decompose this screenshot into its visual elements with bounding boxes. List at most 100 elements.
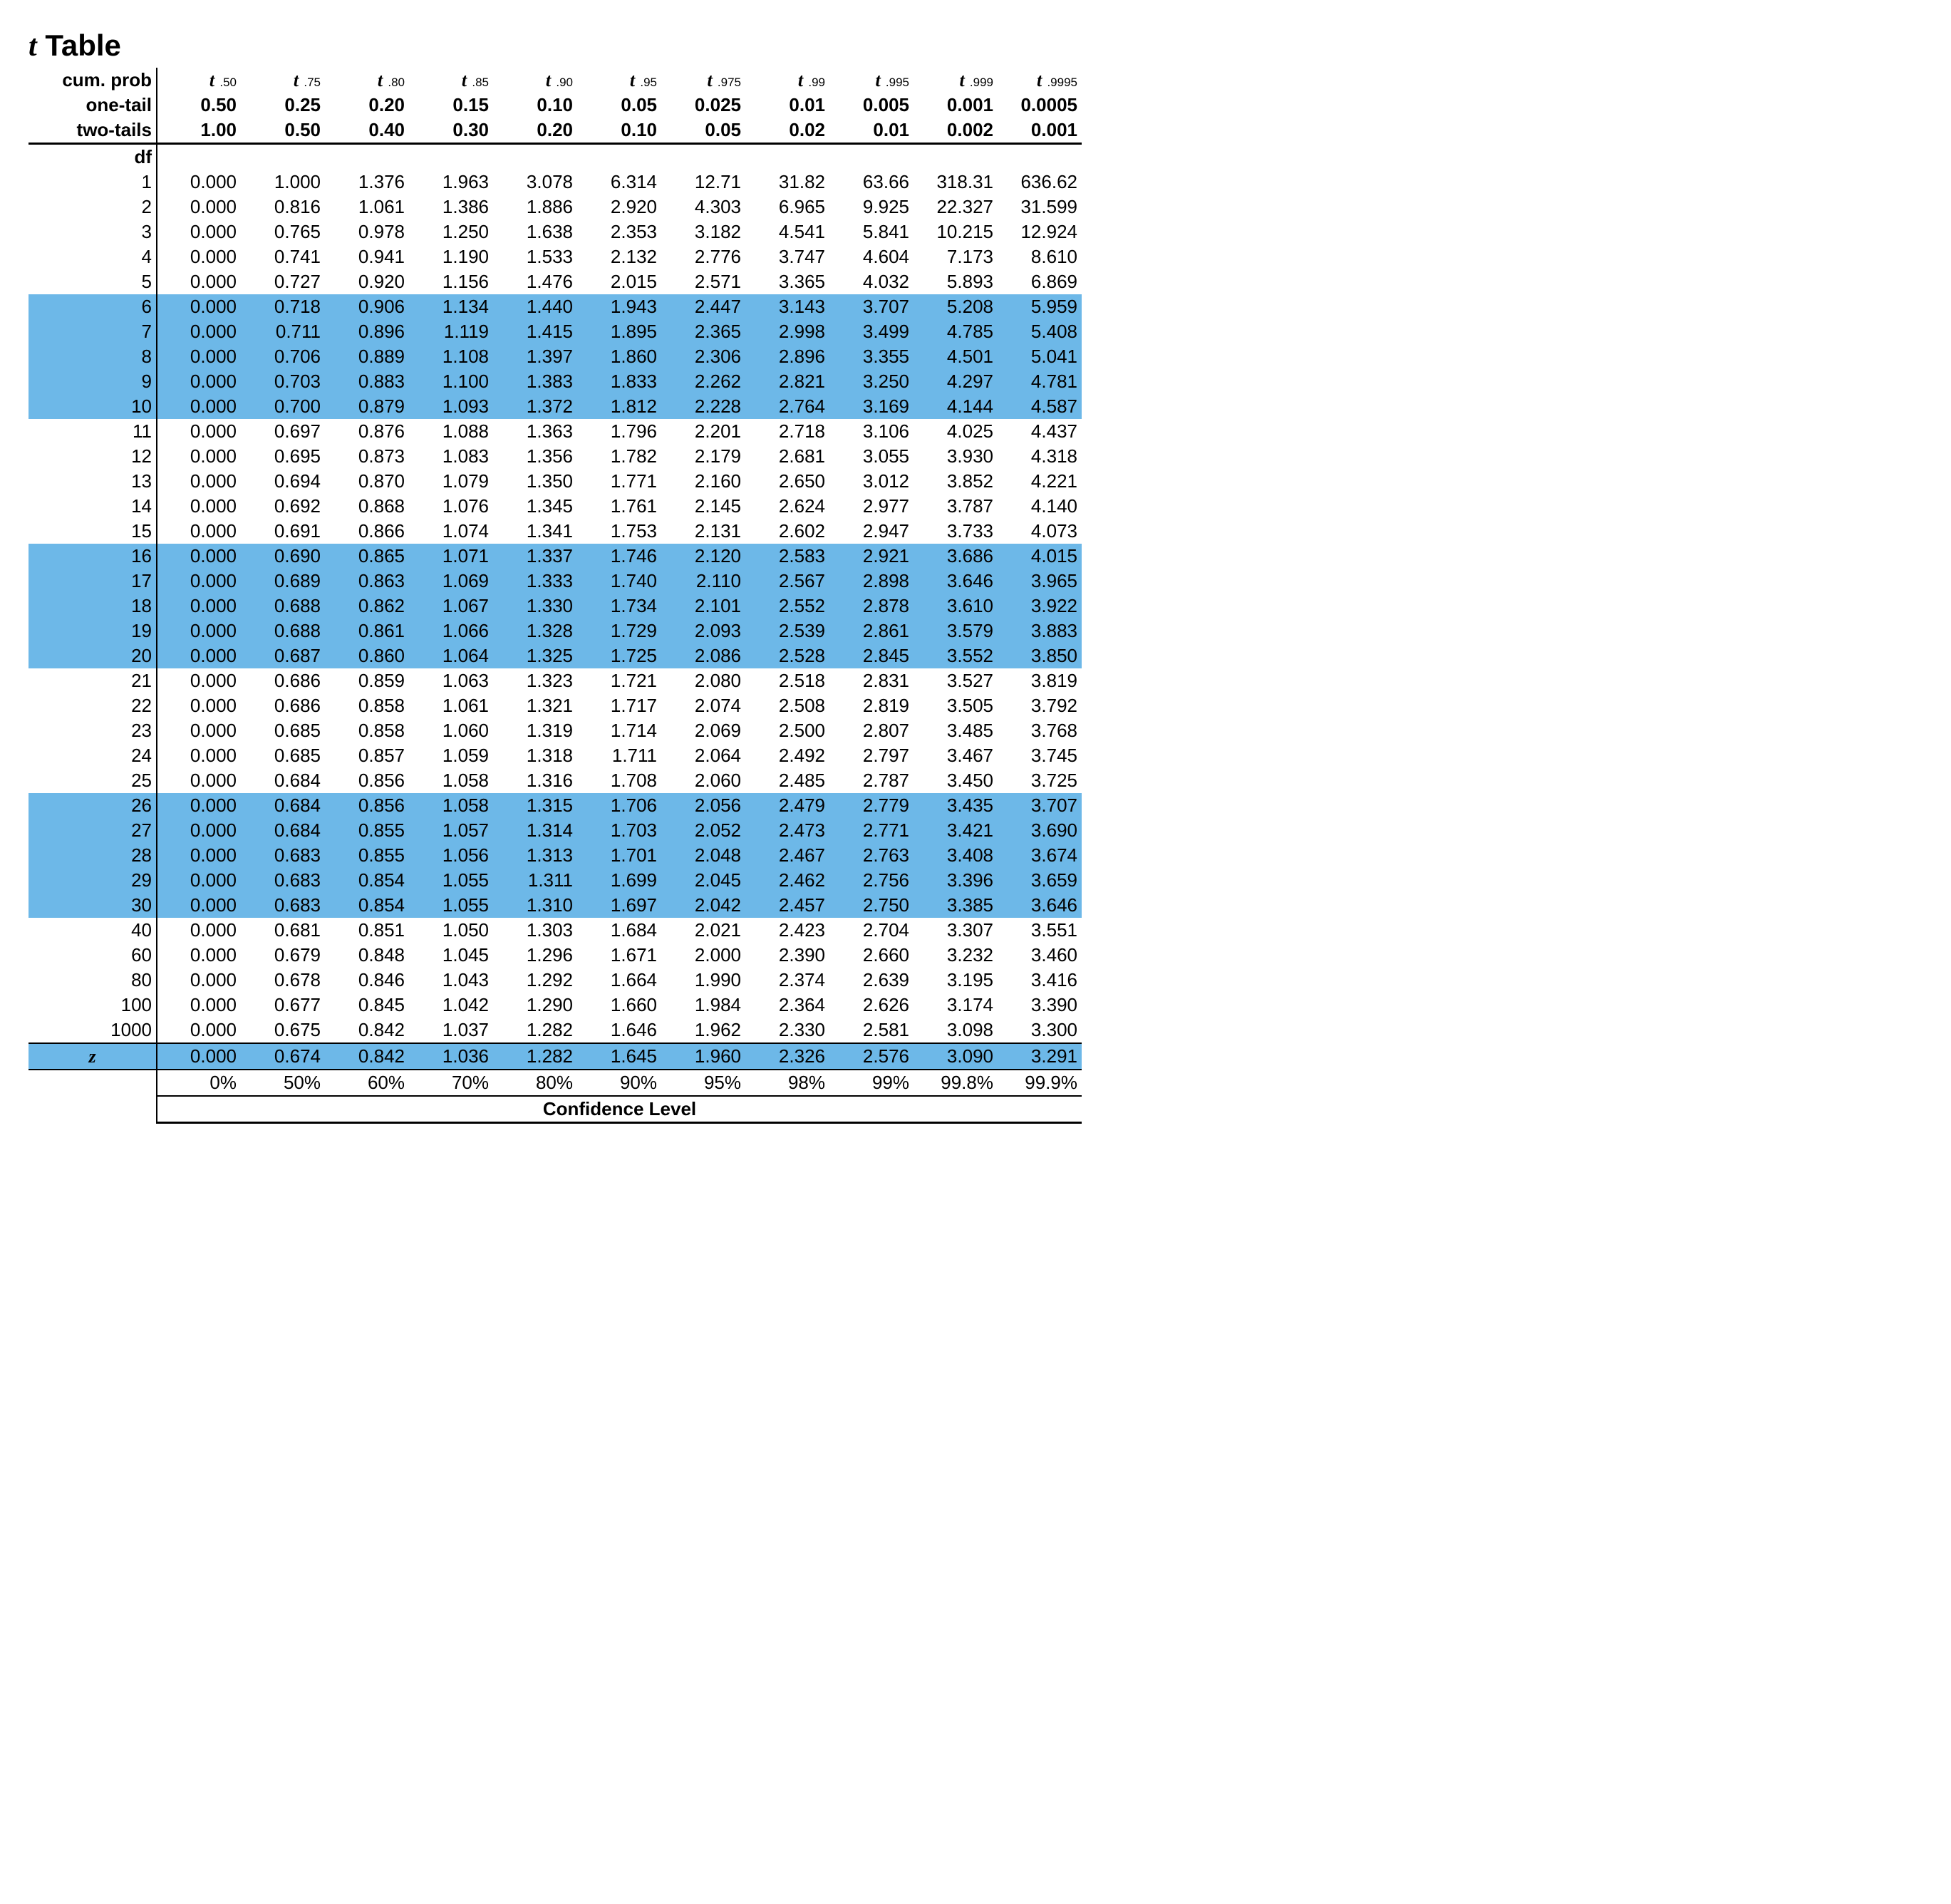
- t-header: t .90: [493, 68, 577, 93]
- table-row: 60.0000.7180.9061.1341.4401.9432.4473.14…: [29, 294, 1082, 319]
- empty-cell: [577, 144, 661, 170]
- t-value: 2.998: [745, 319, 829, 344]
- table-row: 100.0000.7000.8791.0931.3721.8122.2282.7…: [29, 394, 1082, 419]
- t-value: 2.201: [661, 419, 745, 444]
- confidence-pct: 99.9%: [998, 1070, 1082, 1096]
- t-value: 3.725: [998, 768, 1082, 793]
- t-value: 2.528: [745, 643, 829, 668]
- t-value: 2.365: [661, 319, 745, 344]
- t-value: 1.319: [493, 718, 577, 743]
- t-value: 0.000: [157, 244, 241, 269]
- t-value: 2.021: [661, 918, 745, 943]
- table-row: 220.0000.6860.8581.0611.3211.7172.0742.5…: [29, 693, 1082, 718]
- t-value: 0.883: [325, 369, 409, 394]
- one-tail-value: 0.005: [829, 93, 914, 118]
- two-tails-value: 0.20: [493, 118, 577, 144]
- t-value: 1.059: [409, 743, 493, 768]
- t-value: 1.282: [493, 1018, 577, 1043]
- t-value: 3.690: [998, 818, 1082, 843]
- t-value: 3.505: [914, 693, 998, 718]
- t-value: 1.296: [493, 943, 577, 968]
- t-value: 2.681: [745, 444, 829, 469]
- t-value: 0.868: [325, 494, 409, 519]
- table-row: 150.0000.6910.8661.0741.3411.7532.1312.6…: [29, 519, 1082, 544]
- t-value: 2.776: [661, 244, 745, 269]
- t-value: 1.708: [577, 768, 661, 793]
- t-value: 0.000: [157, 843, 241, 868]
- t-value: 0.679: [241, 943, 325, 968]
- t-value: 1.397: [493, 344, 577, 369]
- df-value: 100: [29, 993, 157, 1018]
- t-value: 0.688: [241, 619, 325, 643]
- t-value: 2.500: [745, 718, 829, 743]
- t-value: 0.686: [241, 668, 325, 693]
- empty-cell: [493, 144, 577, 170]
- two-tails-value: 0.40: [325, 118, 409, 144]
- t-value: 1.330: [493, 594, 577, 619]
- confidence-pct: 80%: [493, 1070, 577, 1096]
- one-tail-value: 0.01: [745, 93, 829, 118]
- t-header: t .95: [577, 68, 661, 93]
- t-value: 2.179: [661, 444, 745, 469]
- table-row: 10.0001.0001.3761.9633.0786.31412.7131.8…: [29, 170, 1082, 195]
- t-value: 0.000: [157, 219, 241, 244]
- t-value: 1.962: [661, 1018, 745, 1043]
- t-value: 0.000: [157, 294, 241, 319]
- one-tail-value: 0.15: [409, 93, 493, 118]
- t-value: 1.699: [577, 868, 661, 893]
- one-tail-value: 0.0005: [998, 93, 1082, 118]
- t-value: 1.067: [409, 594, 493, 619]
- t-value: 2.160: [661, 469, 745, 494]
- df-value: 80: [29, 968, 157, 993]
- t-value: 0.690: [241, 544, 325, 569]
- t-value: 3.232: [914, 943, 998, 968]
- t-value: 3.551: [998, 918, 1082, 943]
- table-row: 120.0000.6950.8731.0831.3561.7822.1792.6…: [29, 444, 1082, 469]
- t-value: 0.694: [241, 469, 325, 494]
- t-value: 2.787: [829, 768, 914, 793]
- df-value: 1: [29, 170, 157, 195]
- t-value: 2.042: [661, 893, 745, 918]
- table-row: 290.0000.6830.8541.0551.3111.6992.0452.4…: [29, 868, 1082, 893]
- t-value: 1.697: [577, 893, 661, 918]
- t-value: 1.042: [409, 993, 493, 1018]
- empty-cell: [745, 144, 829, 170]
- t-value: 1.729: [577, 619, 661, 643]
- t-value: 2.571: [661, 269, 745, 294]
- z-value: 1.036: [409, 1043, 493, 1070]
- df-value: 1000: [29, 1018, 157, 1043]
- t-value: 1.321: [493, 693, 577, 718]
- t-value: 0.856: [325, 793, 409, 818]
- t-value: 2.756: [829, 868, 914, 893]
- t-value: 6.314: [577, 170, 661, 195]
- t-value: 1.074: [409, 519, 493, 544]
- t-value: 2.650: [745, 469, 829, 494]
- t-value: 0.686: [241, 693, 325, 718]
- df-value: 9: [29, 369, 157, 394]
- df-value: 30: [29, 893, 157, 918]
- t-value: 0.706: [241, 344, 325, 369]
- t-value: 3.385: [914, 893, 998, 918]
- t-value: 0.692: [241, 494, 325, 519]
- t-value: 1.721: [577, 668, 661, 693]
- t-value: 3.686: [914, 544, 998, 569]
- two-tails-value: 0.10: [577, 118, 661, 144]
- t-value: 0.000: [157, 893, 241, 918]
- t-value: 3.499: [829, 319, 914, 344]
- t-value: 3.485: [914, 718, 998, 743]
- t-value: 1.740: [577, 569, 661, 594]
- t-value: 4.015: [998, 544, 1082, 569]
- t-value: 5.208: [914, 294, 998, 319]
- t-value: 1.886: [493, 195, 577, 219]
- t-value: 0.000: [157, 494, 241, 519]
- t-value: 0.854: [325, 868, 409, 893]
- two-tails-value: 1.00: [157, 118, 241, 144]
- t-value: 3.659: [998, 868, 1082, 893]
- t-header: t .9995: [998, 68, 1082, 93]
- table-row: 80.0000.7060.8891.1081.3971.8602.3062.89…: [29, 344, 1082, 369]
- empty-cell: [409, 144, 493, 170]
- confidence-pct: 70%: [409, 1070, 493, 1096]
- t-value: 0.000: [157, 718, 241, 743]
- table-row: 70.0000.7110.8961.1191.4151.8952.3652.99…: [29, 319, 1082, 344]
- t-value: 0.675: [241, 1018, 325, 1043]
